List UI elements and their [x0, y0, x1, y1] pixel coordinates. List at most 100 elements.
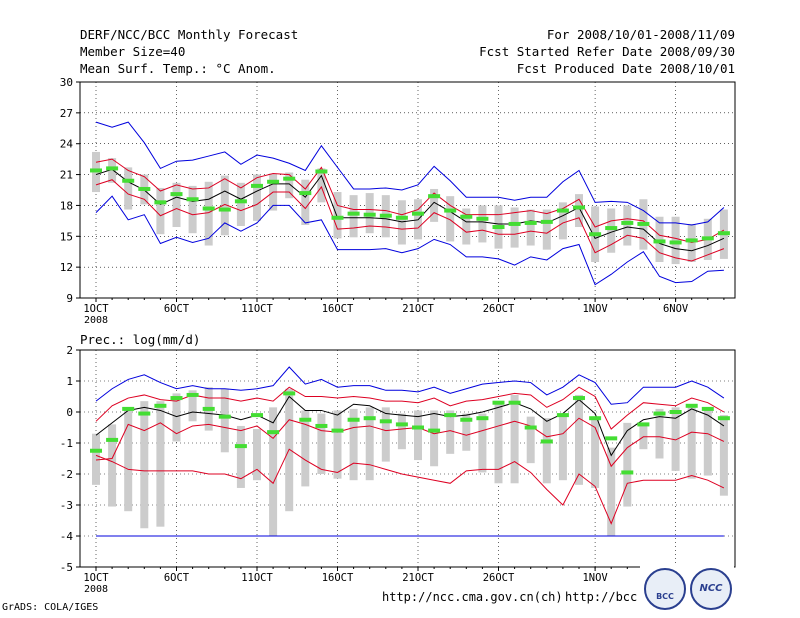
prec-median-marker [154, 403, 167, 408]
prec-median-marker [589, 416, 602, 421]
temp-frame [79, 81, 736, 299]
prec-range-bar [719, 415, 728, 496]
temp-year-label: 2008 [84, 315, 108, 326]
temp-median-marker [106, 166, 119, 171]
temp-range-bar [655, 216, 664, 262]
prec-upper-line [95, 386, 725, 430]
temp-median-marker [234, 199, 247, 204]
bcc-logo: BCC [644, 568, 686, 610]
prec-range-bar [494, 402, 503, 484]
prec-ytick-label: 0 [66, 406, 73, 419]
temp-range-bar [607, 208, 616, 253]
prec-median-marker [234, 444, 247, 449]
temp-median-marker [412, 211, 424, 216]
prec-xtick-label: 16OCT [322, 572, 354, 584]
prec-range-bar [462, 413, 471, 451]
prec-median-marker [492, 400, 505, 405]
prec-min-line [95, 448, 725, 525]
temp-range-bar [687, 223, 696, 262]
temp-median-marker [621, 220, 634, 225]
prec-ytick-label: -5 [60, 561, 73, 574]
temp-range-bar [124, 167, 133, 210]
prec-median-marker [573, 396, 585, 401]
temp-range-bar [204, 181, 213, 246]
prec-median-marker [669, 410, 682, 414]
temp-range-bar [333, 192, 342, 239]
prec-range-bar [639, 422, 648, 450]
prec-max-line [95, 366, 725, 405]
temp-xtick-label: 1NOV [582, 303, 608, 315]
url-bcc-link[interactable]: http://bcc.c [565, 590, 652, 604]
temp-range-bar [526, 209, 535, 246]
prec-range-bar [349, 408, 358, 481]
temp-median-marker [347, 211, 360, 216]
prec-median-marker [218, 414, 231, 419]
temp-range-bar [220, 175, 229, 236]
prec-range-bar [510, 394, 519, 484]
prec-title: Prec.: log(mm/d) [80, 332, 200, 347]
temp-range-bar [253, 174, 261, 221]
prec-median-marker [524, 425, 537, 430]
prec-range-bar [591, 416, 600, 488]
grads-credit: GrADS: COLA/IGES [2, 602, 99, 613]
prec-range-bar [558, 413, 567, 481]
prec-ytick-label: -2 [60, 468, 73, 481]
temp-range-bar [108, 158, 117, 183]
temp-range-bar [301, 179, 310, 225]
prec-range-bar [446, 410, 455, 454]
prec-range-bar [124, 407, 133, 512]
temp-median-marker [589, 232, 602, 237]
prec-median-marker [331, 428, 344, 433]
prec-median-marker [379, 419, 392, 424]
temp-range-bar [188, 185, 197, 234]
temp-median-marker [283, 176, 296, 181]
prec-median-marker [412, 425, 424, 430]
prec-ytick-label: -1 [60, 437, 73, 450]
temp-median-marker [460, 214, 473, 219]
temp-median-marker [685, 238, 698, 243]
member-size-text: Member Size=40 [80, 44, 186, 59]
prec-range-bar [575, 394, 583, 485]
prec-median-marker [605, 436, 618, 441]
temp-range-bar [446, 196, 455, 242]
temp-xtick-label: 11OCT [241, 303, 273, 315]
prec-range-bar [397, 413, 406, 450]
temp-median-marker [653, 239, 666, 244]
temp-median-marker [186, 197, 199, 202]
prec-range-bar [623, 422, 632, 507]
temp-range-bar [430, 188, 439, 222]
prec-range-bar [687, 407, 696, 479]
temp-range-bar [558, 202, 567, 240]
prec-median-marker [460, 417, 473, 422]
temp-median-marker [540, 219, 553, 224]
prec-range-bar [220, 388, 229, 453]
prec-range-bar [542, 418, 551, 484]
temp-range-bar [172, 182, 181, 228]
prec-range-bar [172, 393, 181, 442]
prec-range-bar [317, 413, 326, 474]
prec-median-marker [186, 392, 199, 397]
temp-median-marker [363, 212, 376, 217]
ncc-logo-text: NCC [699, 583, 723, 594]
prec-range-bar [414, 410, 422, 461]
temp-range-bar [349, 195, 358, 238]
prec-range-bar [92, 433, 100, 485]
prec-median-marker [299, 417, 312, 422]
temp-median-marker [524, 220, 537, 225]
title-text: DERF/NCC/BCC Monthly Forecast [80, 27, 299, 42]
prec-median-marker [508, 400, 521, 405]
prec-xtick-label: 21OCT [402, 572, 434, 584]
prec-ytick-label: -4 [60, 530, 74, 543]
prec-mean-line [95, 395, 725, 457]
prec-median-marker [347, 417, 360, 422]
url-ch-link[interactable]: http://ncc.cma.gov.cn(ch) [382, 590, 563, 604]
temp-median-marker [379, 213, 392, 218]
prec-xtick-label: 1OCT [83, 572, 109, 584]
prec-median-marker [685, 403, 698, 408]
temp-median-marker [138, 186, 151, 191]
temp-ytick-label: 21 [60, 169, 73, 182]
temp-median-marker [701, 236, 714, 241]
temp-upper-line [95, 158, 725, 243]
temp-median-marker [299, 191, 312, 196]
prec-median-marker [701, 406, 714, 411]
